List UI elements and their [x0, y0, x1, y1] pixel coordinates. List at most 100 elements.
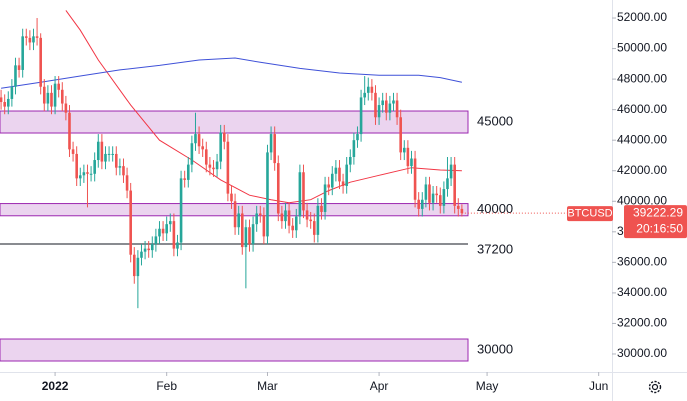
- candle-body: [75, 153, 78, 179]
- candle-body: [190, 143, 194, 165]
- candle-body: [420, 199, 424, 209]
- candle-body: [309, 219, 312, 222]
- candle-body: [453, 164, 456, 206]
- candle-body: [284, 210, 287, 222]
- zone: [0, 338, 469, 362]
- candle-body: [197, 134, 201, 147]
- candle-body: [150, 244, 154, 251]
- candle-body: [215, 161, 219, 170]
- candle-body: [359, 97, 363, 135]
- candle-body: [312, 221, 316, 235]
- x-tick-label: May: [476, 379, 499, 393]
- candle-body: [39, 37, 42, 87]
- candle-body: [14, 65, 17, 87]
- candle-body: [89, 173, 93, 175]
- candle-body: [172, 221, 176, 249]
- candle-body: [402, 147, 406, 153]
- candle-body: [64, 103, 68, 113]
- candle-body: [201, 146, 204, 150]
- candle-body: [305, 210, 309, 220]
- y-tick-label: 50000.00: [617, 41, 667, 55]
- candle-body: [287, 210, 291, 226]
- candle-body: [129, 190, 132, 255]
- candle-body: [374, 92, 377, 118]
- zone: [0, 110, 469, 134]
- candle-body: [460, 208, 464, 214]
- candle-body: [96, 141, 100, 161]
- candle-body: [194, 134, 197, 144]
- candle-body: [104, 153, 107, 162]
- candle-body: [165, 224, 168, 234]
- candle-body: [186, 164, 190, 180]
- candle-body: [53, 83, 57, 107]
- zone-label: 40000: [477, 201, 513, 216]
- candle-body: [183, 178, 186, 180]
- plot-area: [0, 10, 469, 362]
- candle-body: [381, 100, 384, 106]
- candle-body: [384, 100, 388, 113]
- candle-body: [294, 216, 298, 231]
- candle-body: [413, 158, 417, 200]
- candle-body: [248, 227, 251, 245]
- candle-body: [377, 105, 381, 118]
- candle-body: [395, 100, 399, 118]
- y-tick-label: 34000.00: [617, 285, 667, 299]
- candle-body: [237, 213, 240, 228]
- candle-body: [114, 153, 118, 168]
- candle-body: [161, 228, 165, 234]
- candle-body: [323, 184, 327, 212]
- candle-body: [50, 92, 53, 107]
- candle-body: [230, 193, 233, 202]
- candle-body: [107, 153, 111, 155]
- candle-body: [298, 172, 302, 217]
- candle-body: [392, 100, 395, 104]
- candle-body: [168, 221, 172, 225]
- candle-body: [179, 178, 183, 243]
- candle-body: [3, 102, 6, 107]
- candle-body: [330, 173, 334, 188]
- candle-body: [219, 132, 222, 162]
- candle-body: [424, 184, 428, 200]
- candle-body: [269, 134, 273, 153]
- candle-body: [316, 205, 320, 235]
- candle-body: [226, 141, 230, 194]
- candle-body: [21, 36, 24, 70]
- candle-body: [86, 172, 89, 174]
- y-tick-label: 44000.00: [617, 132, 667, 146]
- candle-body: [348, 156, 352, 165]
- settings-icon[interactable]: [648, 380, 662, 394]
- candle-body: [302, 172, 305, 211]
- x-tick-label: 2022: [42, 379, 69, 393]
- x-tick-label: Mar: [257, 379, 278, 393]
- candle-body: [244, 227, 248, 248]
- candle-body: [154, 236, 158, 245]
- y-tick-label: 52000.00: [617, 10, 667, 24]
- candle-body: [222, 132, 226, 142]
- candle-body: [82, 172, 86, 176]
- candle-body: [280, 213, 284, 222]
- candle-body: [71, 149, 75, 154]
- candle-body: [233, 201, 237, 228]
- candle-body: [240, 213, 244, 248]
- candle-body: [320, 205, 323, 212]
- candle-body: [428, 184, 431, 203]
- candle-body: [352, 140, 356, 157]
- candle-body: [6, 98, 10, 107]
- x-tick-label: Feb: [156, 379, 177, 393]
- gear-inner: [651, 383, 659, 391]
- candle-body: [125, 175, 129, 191]
- candle-body: [122, 166, 125, 176]
- candle-body: [410, 158, 413, 167]
- candle-body: [60, 89, 64, 104]
- candle-body: [32, 36, 35, 43]
- price-tag: [624, 205, 687, 239]
- candle-body: [42, 86, 46, 104]
- candle-body: [24, 36, 28, 38]
- zone-label: 30000: [477, 341, 513, 356]
- candle-body: [276, 163, 280, 214]
- candle-body: [435, 193, 438, 196]
- candle-body: [456, 205, 460, 209]
- candle-body: [338, 167, 341, 182]
- candle-body: [118, 166, 122, 168]
- level-label: 37200: [477, 241, 513, 256]
